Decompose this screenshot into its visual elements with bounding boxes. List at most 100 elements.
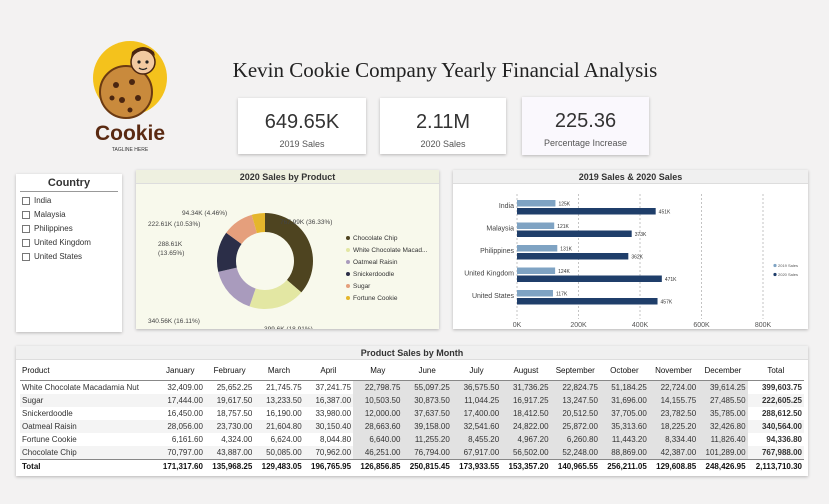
donut-data-label: 399.6K (18.91%): [264, 326, 313, 329]
y-tick-label: United Kingdom: [464, 271, 514, 278]
table-cell: 20,512.50: [550, 407, 600, 420]
table-cell: 37,705.00: [599, 407, 649, 420]
table-cell: 6,640.00: [353, 433, 403, 446]
donut-data-label: 767.99K (36.33%): [280, 219, 332, 226]
column-header[interactable]: May: [353, 360, 403, 381]
checkbox-icon[interactable]: [22, 252, 30, 261]
table-total-cell: 196,765.95: [303, 459, 354, 474]
donut-slice: [226, 214, 257, 244]
table-cell: 17,444.00: [155, 394, 205, 407]
checkbox-icon[interactable]: [22, 224, 30, 233]
slicer-item-united-states[interactable]: United States: [22, 251, 122, 262]
table-cell: 52,248.00: [550, 446, 600, 460]
table-row: White Chocolate Macadamia Nut 32,409.00 25…: [20, 380, 804, 394]
kpi-value: 649.65K: [264, 111, 340, 133]
table-cell: Fortune Cookie: [20, 433, 156, 446]
table-cell: 39,158.00: [402, 420, 452, 433]
column-header[interactable]: Total: [747, 360, 804, 381]
table-row: Snickerdoodle 16,450.00 18,757.50 16,190.00…: [20, 407, 804, 420]
table-cell: Oatmeal Raisin: [20, 420, 156, 433]
column-header[interactable]: January: [155, 360, 205, 381]
table-cell: Chocolate Chip: [20, 446, 156, 460]
slicer-item-india[interactable]: India: [22, 195, 122, 206]
table-cell: 28,056.00: [155, 420, 205, 433]
logo-text: Cookie: [95, 122, 165, 145]
bar-data-label: 373K: [635, 232, 647, 238]
donut-slice: [265, 213, 313, 293]
company-logo: Cookie TAGLINE HERE: [88, 40, 172, 158]
table-cell: 22,824.75: [550, 380, 600, 394]
bar-data-label: 362K: [631, 255, 643, 261]
table-cell: 88,869.00: [599, 446, 649, 460]
table-cell: 70,962.00: [303, 446, 354, 460]
table-cell: 30,150.40: [303, 420, 354, 433]
table-cell: 50,085.00: [254, 446, 304, 460]
y-tick-label: Philippines: [480, 248, 514, 255]
bar: [517, 245, 558, 252]
table-total-cell: 129,483.05: [254, 459, 304, 474]
table-row: Oatmeal Raisin 28,056.00 23,730.00 21,604.8…: [20, 420, 804, 433]
bar: [517, 253, 629, 260]
table-cell: 18,412.50: [501, 407, 551, 420]
checkbox-icon[interactable]: [22, 196, 30, 205]
slicer-item-philippines[interactable]: Philippines: [22, 223, 122, 234]
table-total-cell: Total: [20, 459, 156, 474]
donut-slice: [218, 267, 256, 307]
table-row: Chocolate Chip 70,797.00 43,887.00 50,085.0…: [20, 446, 804, 460]
column-header[interactable]: November: [648, 360, 699, 381]
column-header[interactable]: February: [204, 360, 255, 381]
slicer-item-label: United States: [34, 252, 83, 261]
table-cell: 46,251.00: [353, 446, 403, 460]
table-cell: White Chocolate Macadamia Nut: [20, 380, 156, 394]
column-header[interactable]: Product: [20, 360, 156, 381]
table-cell: 10,503.50: [353, 394, 403, 407]
column-header[interactable]: June: [402, 360, 452, 381]
bar: [517, 275, 662, 282]
bar-data-label: 117K: [556, 292, 568, 298]
donut-chart-panel: 2020 Sales by Product 767.99K (36.33%) 39…: [136, 170, 439, 333]
country-slicer: Country India Malaysia Philippines Unite…: [16, 174, 122, 332]
legend-marker: [346, 272, 350, 276]
table-cell: 17,400.00: [451, 407, 502, 420]
table-cell: 6,624.00: [254, 433, 304, 446]
bar: [517, 267, 556, 274]
kpi-label: Percentage Increase: [543, 138, 628, 148]
column-header[interactable]: September: [550, 360, 600, 381]
table-cell: 37,637.50: [402, 407, 452, 420]
slicer-item-united-kingdom[interactable]: United Kingdom: [22, 237, 122, 248]
slicer-item-label: United Kingdom: [34, 238, 91, 247]
column-header[interactable]: July: [451, 360, 502, 381]
table-cell: 31,696.00: [599, 394, 649, 407]
checkbox-icon[interactable]: [22, 238, 30, 247]
y-tick-label: Malaysia: [486, 226, 514, 233]
table-total-cell: 2,113,710.30: [747, 459, 804, 474]
table-total-cell: 171,317.60: [155, 459, 205, 474]
table-cell: 37,241.75: [303, 380, 354, 394]
kpi-label: 2019 Sales: [279, 139, 325, 149]
bar-data-label: 471K: [665, 277, 677, 283]
column-header[interactable]: August: [501, 360, 551, 381]
column-header[interactable]: April: [303, 360, 354, 381]
table-total-cell: 256,211.05: [599, 459, 649, 474]
slicer-title: Country: [47, 177, 91, 189]
product-sales-table: Product January February March April May June J…: [20, 360, 804, 474]
legend-marker: [773, 272, 777, 277]
checkbox-icon[interactable]: [22, 210, 30, 219]
column-header[interactable]: October: [599, 360, 649, 381]
table-cell: 22,724.00: [648, 380, 699, 394]
y-tick-label: United States: [472, 293, 515, 300]
column-header[interactable]: March: [254, 360, 304, 381]
table-total-cell: 135,968.25: [204, 459, 255, 474]
table-cell: 32,409.00: [155, 380, 205, 394]
slicer-item-malaysia[interactable]: Malaysia: [22, 209, 122, 220]
legend-label: Fortune Cookie: [353, 295, 398, 302]
column-header[interactable]: December: [698, 360, 748, 381]
y-tick-label: India: [499, 203, 514, 210]
table-cell: 767,988.00: [747, 446, 804, 460]
legend-marker: [346, 284, 350, 288]
logo-tagline: TAGLINE HERE: [112, 147, 149, 153]
bar-data-label: 131K: [560, 247, 572, 253]
table-total-cell: 126,856.85: [353, 459, 403, 474]
table-cell: 14,155.75: [648, 394, 699, 407]
table-cell: 43,887.00: [204, 446, 255, 460]
